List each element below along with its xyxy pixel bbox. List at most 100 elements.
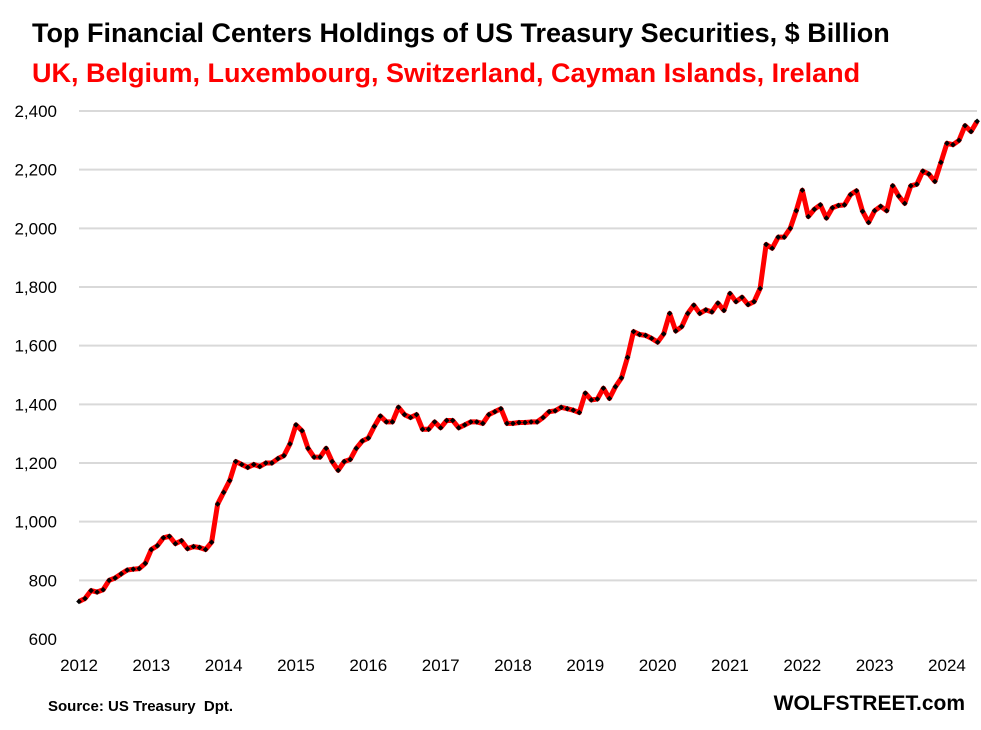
data-point — [88, 587, 94, 594]
data-point — [359, 438, 366, 444]
data-point — [250, 461, 257, 468]
data-point — [962, 122, 968, 129]
data-point — [552, 407, 559, 414]
data-point — [546, 408, 552, 415]
y-tick-label: 2,200 — [14, 161, 57, 180]
data-point — [727, 290, 733, 297]
data-point — [130, 566, 137, 573]
data-point — [256, 463, 263, 470]
x-tick-label: 2012 — [60, 656, 98, 675]
x-axis-ticks: 2012 2013 2014 2015 2016 2017 2018 2019 2020 2021… — [60, 656, 966, 675]
data-point — [136, 565, 143, 572]
data-point — [160, 534, 167, 541]
data-point — [142, 560, 149, 567]
data-point — [895, 193, 902, 199]
x-tick-label: 2019 — [566, 656, 604, 675]
data-point — [341, 458, 348, 465]
data-point — [817, 202, 824, 208]
data-point — [172, 540, 179, 547]
data-point — [94, 589, 100, 595]
y-tick-label: 1,000 — [14, 513, 57, 532]
data-point — [214, 501, 221, 507]
chart-subtitle: UK, Belgium, Luxembourg, Switzerland, Ca… — [32, 58, 861, 88]
data-point — [739, 294, 745, 301]
data-point — [383, 419, 390, 425]
data-point — [883, 207, 890, 214]
data-point — [805, 213, 812, 220]
data-point — [401, 411, 408, 418]
data-point — [841, 202, 848, 208]
data-point — [775, 234, 782, 240]
data-point — [166, 533, 173, 540]
data-point — [335, 467, 342, 474]
x-tick-label: 2023 — [856, 656, 894, 675]
data-point — [473, 419, 480, 425]
data-point — [184, 545, 191, 552]
data-point — [570, 407, 577, 414]
data-point — [389, 419, 396, 425]
data-point — [859, 208, 866, 215]
data-point — [124, 567, 131, 573]
data-point — [232, 458, 239, 465]
data-point — [763, 241, 769, 248]
data-point — [913, 181, 920, 188]
data-point — [932, 178, 938, 185]
data-point — [678, 323, 685, 330]
data-point — [920, 168, 926, 174]
y-tick-label: 2,400 — [14, 102, 57, 121]
data-point — [823, 215, 830, 221]
data-point — [431, 419, 438, 425]
data-point — [618, 375, 625, 381]
data-point — [244, 464, 251, 471]
data-point — [220, 489, 227, 496]
data-point — [847, 191, 854, 198]
data-point — [781, 234, 788, 240]
data-point — [455, 424, 462, 431]
data-point — [293, 422, 299, 428]
data-point — [281, 452, 287, 459]
y-tick-label: 2,000 — [14, 219, 57, 238]
data-point — [612, 383, 619, 390]
data-point — [534, 419, 540, 425]
y-axis-ticks: 600 800 1,000 1,200 1,400 1,600 1,800 2,000 2,20… — [14, 102, 57, 649]
data-point — [323, 445, 329, 452]
data-point — [588, 397, 595, 403]
data-point — [82, 595, 88, 602]
y-tick-label: 1,200 — [14, 454, 57, 473]
data-point — [238, 461, 245, 468]
data-point — [498, 405, 504, 412]
series-line — [77, 120, 980, 604]
data-point — [757, 285, 763, 292]
data-point — [642, 332, 649, 339]
data-point — [660, 331, 667, 337]
data-point — [377, 413, 384, 419]
data-point — [528, 419, 534, 425]
data-point — [558, 404, 565, 411]
data-point — [877, 203, 884, 210]
x-tick-label: 2016 — [349, 656, 387, 675]
x-tick-label: 2021 — [711, 656, 749, 675]
data-point — [697, 310, 703, 317]
data-point — [624, 354, 631, 361]
data-point — [745, 301, 751, 308]
data-point — [630, 328, 637, 335]
data-point — [287, 441, 293, 447]
data-point — [467, 419, 474, 425]
y-tick-label: 800 — [29, 571, 57, 590]
data-point — [787, 225, 794, 232]
data-point — [317, 454, 323, 460]
data-point — [413, 411, 420, 418]
data-point — [425, 426, 432, 433]
data-point — [347, 456, 354, 463]
data-point — [492, 408, 498, 415]
data-point — [576, 409, 583, 416]
data-point — [196, 544, 203, 551]
data-point — [311, 454, 317, 460]
x-tick-label: 2014 — [205, 656, 243, 675]
data-point — [769, 245, 775, 252]
data-point — [371, 423, 378, 430]
data-point — [263, 460, 269, 466]
y-tick-label: 1,800 — [14, 278, 57, 297]
y-tick-label: 1,400 — [14, 395, 57, 414]
